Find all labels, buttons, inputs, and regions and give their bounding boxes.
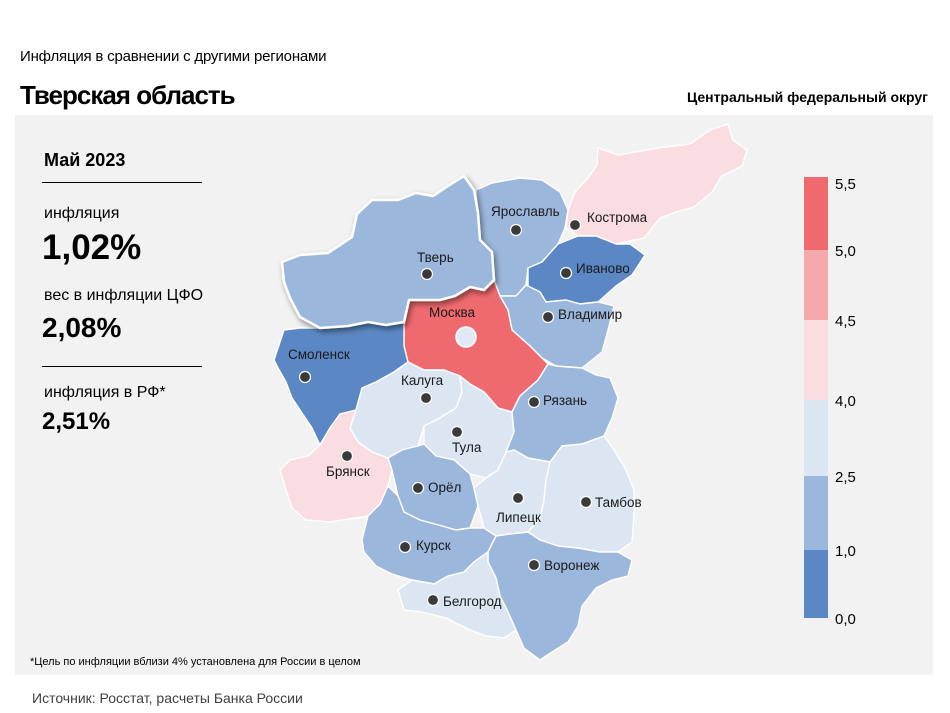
city-marker [509,223,523,237]
legend-swatch [804,177,828,250]
legend-tick-label: 4,5 [835,313,856,330]
inflation-label: инфляция [44,205,120,222]
district-label: Центральный федеральный округ [686,89,928,105]
legend-swatch [804,476,828,550]
divider [42,182,202,183]
city-marker [527,558,541,572]
city-marker [559,266,573,280]
map-subtitle: Инфляция в сравнении с другими регионами [20,48,327,65]
region-kostroma [565,123,748,245]
city-marker [450,425,464,439]
city-marker [298,370,312,384]
city-label-ivanovo: Иваново [576,261,630,276]
city-label-vladimir: Владимир [558,307,622,322]
legend-tick-label: 5,0 [835,243,856,260]
weight-value: 2,08% [42,312,122,343]
city-label-orel: Орёл [428,480,461,495]
city-label-kaluga: Калуга [401,373,444,388]
divider [42,366,202,367]
city-marker [541,310,555,324]
rf-inflation-value: 2,51% [42,408,111,435]
city-marker [340,449,354,463]
city-label-tver: Тверь [417,250,454,265]
legend-tick-label: 4,0 [835,393,856,410]
city-label-bryansk: Брянск [326,464,370,479]
city-label-tambov: Тамбов [595,495,642,510]
capital-marker [455,326,477,348]
city-label-belgorod: Белгород [443,594,502,609]
legend-tick-label: 0,0 [835,611,856,628]
footnote: *Цель по инфляции вблизи 4% установлена … [30,656,361,668]
city-marker [411,481,425,495]
city-marker [511,491,525,505]
legend-swatch [804,400,828,476]
city-label-tula: Тула [452,440,482,455]
city-label-moscow: Москва [429,305,476,320]
region-tver [280,174,496,330]
weight-label: вес в инфляции ЦФО [44,287,204,304]
region-title: Тверская область [20,80,236,110]
city-marker [419,391,433,405]
city-marker [527,395,541,409]
region-tula [423,375,515,479]
region-belgorod [397,551,517,639]
city-marker [420,267,434,281]
city-label-voronezh: Воронеж [544,558,599,573]
legend-swatch [804,250,828,320]
city-marker [398,540,412,554]
inflation-value: 1,02% [42,228,142,267]
legend-swatch [804,550,828,618]
city-label-lipetsk: Липецк [496,510,541,525]
city-label-ryazan: Рязань [543,393,587,408]
city-marker [579,495,593,509]
source-note: Источник: Росстат, расчеты Банка России [32,690,303,706]
city-marker [568,218,582,232]
period-label: Май 2023 [44,150,126,170]
city-label-kostroma: Кострома [587,210,648,225]
city-label-smolensk: Смоленск [288,347,350,362]
rf-inflation-label: инфляция в РФ* [44,384,166,401]
legend-tick-label: 2,5 [835,469,856,486]
city-marker [426,593,440,607]
legend-swatch [804,320,828,400]
legend-tick-label: 1,0 [835,543,856,560]
city-label-kursk: Курск [416,538,451,553]
legend-tick-label: 5,5 [835,176,856,193]
city-label-yaroslavl: Ярославль [491,204,560,219]
